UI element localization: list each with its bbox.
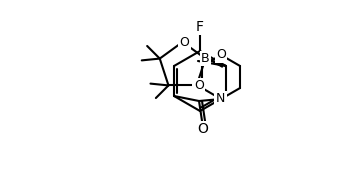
Text: B: B xyxy=(201,52,210,65)
Text: O: O xyxy=(194,79,204,92)
Text: F: F xyxy=(196,20,204,34)
Text: N: N xyxy=(216,92,226,105)
Text: O: O xyxy=(216,49,226,62)
Text: O: O xyxy=(180,35,189,49)
Text: O: O xyxy=(198,122,209,136)
Text: N: N xyxy=(215,92,225,105)
